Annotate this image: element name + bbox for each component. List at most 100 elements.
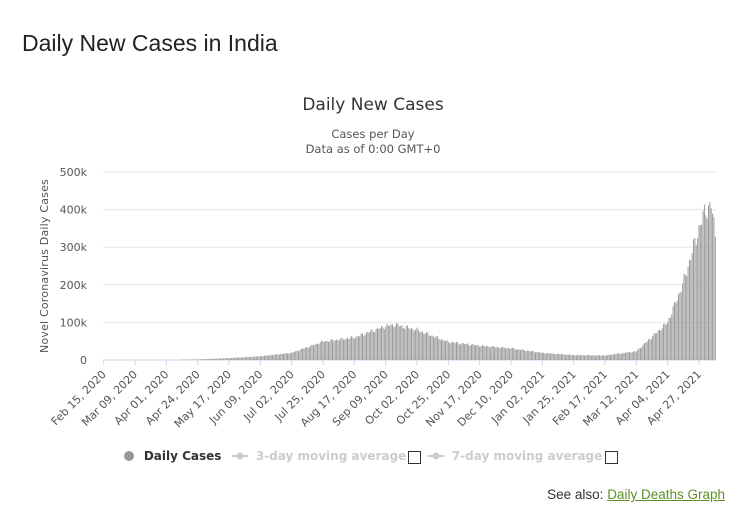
bar[interactable]	[582, 355, 584, 360]
bar[interactable]	[660, 330, 662, 360]
bar[interactable]	[554, 354, 556, 360]
bar[interactable]	[584, 355, 586, 360]
bar[interactable]	[310, 345, 312, 360]
bar[interactable]	[694, 238, 696, 360]
bar[interactable]	[618, 353, 620, 360]
bar[interactable]	[611, 354, 613, 360]
bar[interactable]	[645, 342, 647, 360]
bar[interactable]	[520, 350, 522, 360]
bar[interactable]	[706, 218, 708, 360]
bar[interactable]	[299, 350, 301, 360]
bar[interactable]	[472, 344, 474, 360]
bar[interactable]	[442, 339, 444, 360]
bar[interactable]	[221, 358, 223, 360]
bar[interactable]	[427, 332, 429, 360]
bar[interactable]	[409, 329, 411, 360]
bar[interactable]	[398, 326, 400, 360]
bar[interactable]	[359, 335, 361, 360]
bar[interactable]	[261, 356, 263, 360]
bar[interactable]	[263, 355, 265, 360]
bar[interactable]	[469, 345, 471, 360]
bar[interactable]	[543, 352, 545, 360]
bar[interactable]	[242, 357, 244, 360]
bar[interactable]	[390, 324, 392, 360]
bar[interactable]	[657, 330, 659, 360]
daily-deaths-graph-link[interactable]: Daily Deaths Graph	[607, 487, 725, 502]
bar[interactable]	[236, 357, 238, 360]
bar[interactable]	[702, 210, 704, 360]
bar[interactable]	[325, 340, 327, 360]
bar[interactable]	[585, 355, 587, 360]
bar[interactable]	[638, 348, 640, 360]
bar[interactable]	[667, 322, 669, 360]
bar[interactable]	[564, 354, 566, 360]
bar[interactable]	[522, 349, 524, 360]
bar[interactable]	[360, 333, 362, 360]
bar[interactable]	[675, 303, 677, 360]
bar[interactable]	[650, 339, 652, 360]
bar[interactable]	[277, 354, 279, 360]
bar[interactable]	[653, 333, 655, 360]
bar[interactable]	[470, 344, 472, 360]
bar[interactable]	[396, 323, 398, 360]
bar[interactable]	[639, 348, 641, 360]
bar[interactable]	[194, 359, 196, 360]
bar[interactable]	[247, 357, 249, 360]
bar[interactable]	[697, 238, 699, 360]
bar[interactable]	[198, 359, 200, 360]
bar[interactable]	[460, 344, 462, 360]
bar[interactable]	[413, 331, 415, 360]
bar[interactable]	[389, 326, 391, 360]
bar[interactable]	[430, 336, 432, 360]
bar[interactable]	[441, 339, 442, 360]
bar[interactable]	[397, 323, 399, 360]
bar[interactable]	[712, 213, 714, 360]
bar[interactable]	[341, 337, 343, 360]
bar[interactable]	[251, 356, 253, 360]
bar[interactable]	[630, 352, 632, 360]
bar[interactable]	[558, 353, 560, 360]
bar[interactable]	[634, 351, 636, 360]
bar[interactable]	[481, 345, 483, 360]
legend-item-7day-average[interactable]: 7-day moving average	[428, 447, 602, 467]
bar[interactable]	[239, 357, 241, 360]
bar[interactable]	[383, 329, 385, 360]
bar[interactable]	[624, 352, 626, 360]
bar[interactable]	[218, 358, 220, 361]
bar[interactable]	[319, 342, 321, 360]
bar[interactable]	[492, 346, 494, 360]
bar[interactable]	[661, 328, 663, 360]
bar[interactable]	[295, 350, 297, 360]
bar[interactable]	[687, 266, 689, 360]
bar[interactable]	[672, 306, 674, 360]
bar[interactable]	[352, 337, 354, 360]
bar[interactable]	[590, 355, 592, 360]
bar[interactable]	[224, 358, 226, 360]
bar[interactable]	[315, 343, 317, 360]
bar[interactable]	[500, 347, 502, 360]
bar[interactable]	[274, 354, 276, 360]
legend-item-daily-cases[interactable]: Daily Cases	[122, 447, 221, 467]
bar[interactable]	[364, 334, 366, 360]
bar[interactable]	[382, 327, 384, 360]
bar[interactable]	[255, 356, 257, 360]
bar[interactable]	[300, 348, 302, 360]
bar[interactable]	[431, 335, 433, 360]
bar[interactable]	[371, 329, 373, 360]
bar[interactable]	[599, 355, 601, 360]
bar[interactable]	[578, 354, 580, 360]
bar[interactable]	[268, 355, 269, 360]
bar[interactable]	[225, 358, 227, 360]
bar[interactable]	[426, 331, 428, 360]
bar[interactable]	[664, 323, 666, 360]
bar[interactable]	[323, 342, 325, 360]
bar[interactable]	[266, 355, 268, 360]
bar[interactable]	[332, 339, 334, 361]
bar[interactable]	[528, 350, 530, 360]
bar[interactable]	[250, 356, 252, 360]
bar[interactable]	[276, 354, 278, 360]
bar[interactable]	[593, 355, 595, 360]
bar[interactable]	[490, 347, 492, 360]
bar[interactable]	[349, 337, 351, 360]
bar[interactable]	[214, 358, 216, 360]
